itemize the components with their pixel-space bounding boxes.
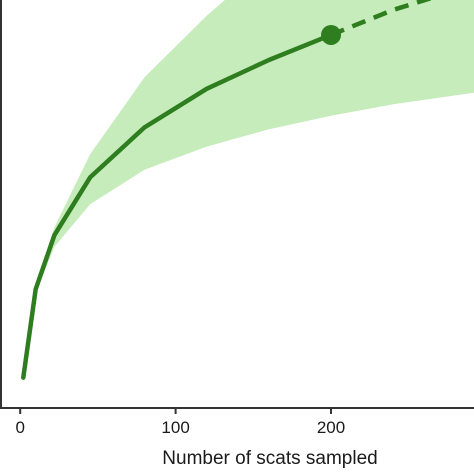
label-layer: 0 100 200 <box>15 418 345 437</box>
x-tick-label: 0 <box>15 418 24 437</box>
x-tick-label: 100 <box>161 418 189 437</box>
observed-point <box>321 24 342 45</box>
confidence-band <box>23 0 474 378</box>
line-layer <box>21 0 433 380</box>
interpolated-line <box>21 32 334 380</box>
x-tick-label: 200 <box>317 418 345 437</box>
x-axis-title: Number of scats sampled <box>162 448 377 469</box>
axis-layer <box>0 0 474 414</box>
band-layer <box>23 0 474 378</box>
